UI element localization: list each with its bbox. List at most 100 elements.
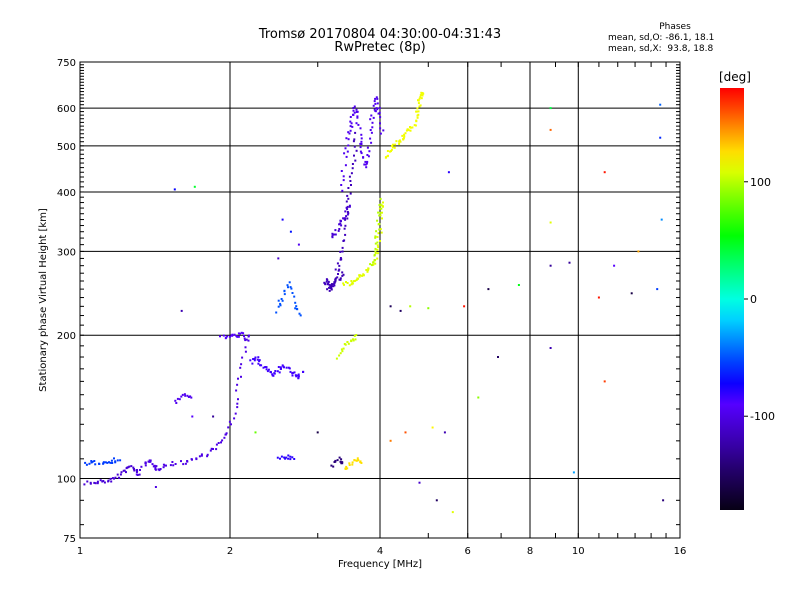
data-point (345, 200, 348, 203)
data-point (345, 465, 348, 468)
data-point (416, 107, 419, 110)
data-point (353, 138, 356, 141)
data-point (362, 156, 365, 159)
data-point (381, 217, 383, 220)
data-point (132, 466, 135, 469)
data-point (212, 415, 215, 418)
data-point (331, 235, 334, 238)
data-point (330, 284, 333, 287)
data-point (119, 473, 122, 476)
data-point (176, 397, 179, 400)
data-point (350, 122, 353, 125)
data-point (332, 283, 335, 286)
data-point (172, 464, 175, 467)
data-point (206, 453, 209, 456)
data-point (293, 295, 296, 298)
data-point (344, 147, 347, 150)
data-point (376, 219, 379, 222)
data-point (374, 250, 377, 253)
data-point (659, 136, 662, 139)
data-point (138, 473, 141, 476)
data-point (371, 126, 374, 129)
data-point (370, 131, 373, 134)
data-point (637, 250, 640, 253)
data-point (94, 463, 97, 466)
data-point (276, 370, 279, 373)
data-point (359, 461, 362, 464)
data-point (376, 108, 379, 111)
data-point (344, 217, 346, 220)
data-point (174, 463, 177, 465)
data-point (353, 335, 356, 337)
data-point (359, 146, 362, 149)
data-point (463, 305, 466, 308)
data-point (336, 459, 339, 462)
data-point (373, 259, 376, 261)
data-point (341, 462, 344, 465)
data-point (302, 370, 305, 373)
data-point (378, 223, 381, 225)
data-point (341, 246, 344, 249)
data-point (356, 457, 359, 460)
data-point (370, 264, 373, 267)
data-point (333, 284, 336, 287)
data-point (330, 287, 333, 289)
data-point (378, 228, 381, 231)
data-point (381, 211, 383, 214)
data-point (182, 463, 185, 466)
data-point (295, 308, 298, 310)
data-point (347, 131, 350, 134)
data-point (284, 457, 287, 460)
data-point (334, 229, 337, 232)
data-point (343, 152, 346, 155)
data-point (344, 467, 347, 470)
data-point (339, 257, 342, 259)
data-point (334, 233, 337, 236)
data-point (374, 236, 377, 239)
data-point (341, 350, 344, 353)
y-tick-label: 200 (57, 331, 76, 342)
data-point (348, 284, 351, 287)
data-point (336, 262, 339, 265)
data-point (399, 309, 402, 312)
data-point (344, 343, 347, 346)
data-point (289, 370, 292, 373)
data-point (283, 456, 286, 459)
data-point (354, 131, 357, 134)
data-point (411, 126, 414, 129)
colorbar-ticks: 100 0 -100 (744, 176, 775, 423)
data-point (180, 395, 183, 398)
data-point (299, 314, 302, 317)
data-point (222, 334, 225, 337)
data-point (379, 240, 381, 242)
chart-subtitle: RwPretec (8p) (334, 40, 426, 55)
data-point (347, 197, 350, 200)
data-point (391, 144, 393, 147)
data-point (350, 280, 353, 282)
data-point (96, 482, 99, 485)
data-point (278, 371, 281, 374)
data-point (346, 211, 349, 213)
data-point (157, 468, 160, 471)
data-point (116, 459, 119, 462)
data-point (413, 124, 416, 127)
data-point (399, 140, 402, 143)
data-point (401, 134, 404, 137)
data-point (225, 336, 228, 339)
data-point (265, 366, 268, 369)
data-point (375, 96, 378, 99)
data-point (344, 218, 347, 221)
data-point (363, 163, 366, 166)
data-point (352, 107, 355, 109)
data-point (374, 262, 377, 265)
data-point (357, 459, 360, 462)
data-point (189, 395, 192, 398)
data-point (359, 274, 362, 277)
data-point (379, 122, 381, 125)
data-point (237, 332, 240, 335)
data-point (90, 461, 93, 464)
data-point (200, 453, 203, 456)
data-point (89, 482, 92, 485)
data-point (367, 155, 370, 158)
data-point (374, 110, 377, 113)
